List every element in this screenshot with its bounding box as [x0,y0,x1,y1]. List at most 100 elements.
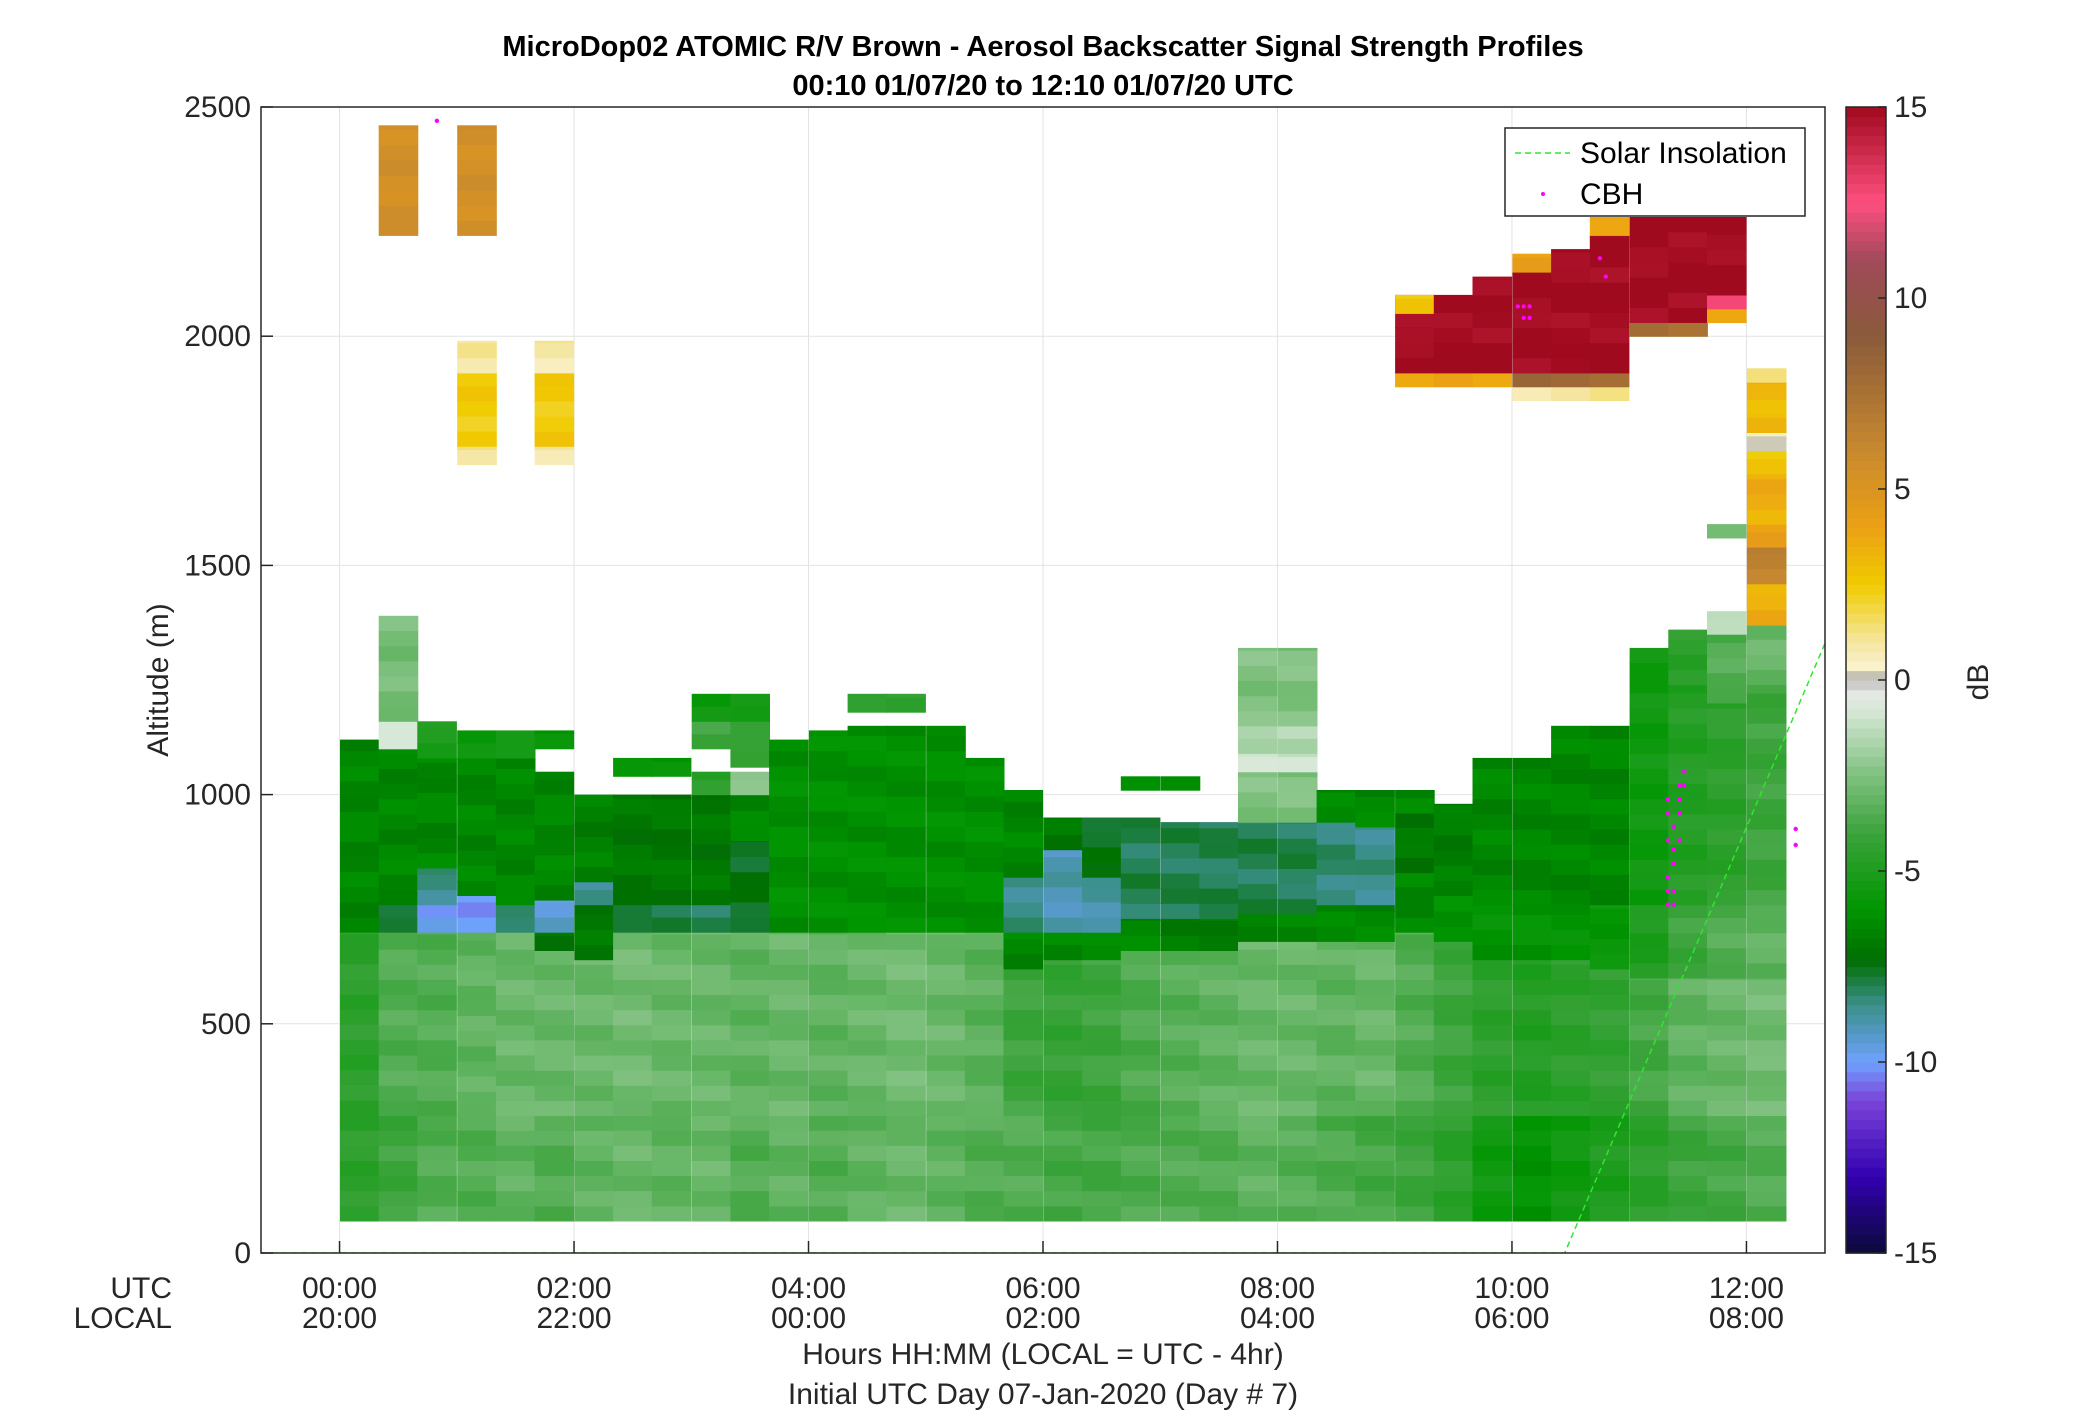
heat-cell [1160,1205,1201,1222]
heat-cell [1746,723,1787,739]
heat-cell [808,856,849,873]
colorbar-segment [1846,594,1886,605]
heat-cell [1629,978,1670,980]
heat-cell [964,871,1005,888]
colorbar-segment [1846,527,1886,538]
heat-cell [691,932,732,935]
heat-cell [1395,1130,1435,1146]
heat-cell [340,978,380,995]
heat-cell [1472,1055,1513,1071]
heat-cell [730,1085,770,1101]
heat-cell [1355,941,1395,950]
heat-cell [691,1009,732,1026]
colorbar-segment [1846,1176,1886,1187]
heat-cell [1199,1145,1239,1161]
heat-cell [1746,524,1787,533]
heat-cell [495,1039,536,1056]
colorbar-segment [1846,813,1886,824]
colorbar-segment [1846,985,1886,996]
heat-cell [1316,1130,1357,1146]
heat-cell [613,761,653,777]
heat-cell [340,780,380,797]
heat-cell [1512,312,1552,329]
heat-cell [651,1039,692,1056]
heat-cell [1512,357,1552,374]
heat-cell [1629,947,1670,964]
heat-cell [378,1085,419,1101]
heat-cell [1746,493,1787,510]
heat-cell [1551,1175,1591,1192]
heat-cell [417,852,457,869]
heat-cell [1551,798,1591,815]
heat-cell [730,1100,770,1117]
heat-cell [1003,979,1044,995]
heat-cell [574,851,614,868]
heat-cell [691,693,732,707]
heat-cell [886,1055,926,1071]
heat-cell [1551,874,1591,891]
heat-cell [1120,817,1161,829]
x-tick-label-utc: 00:00 [302,1272,377,1305]
heat-cell [1707,1070,1747,1086]
heat-cell [613,904,653,918]
heat-cell [1316,1205,1357,1222]
heat-cell [574,866,614,883]
heat-cell [495,934,536,950]
heat-cell [1082,1115,1122,1131]
heat-cell [457,1115,497,1131]
heat-cell [1082,1100,1122,1117]
heat-cell [574,1024,614,1041]
heat-cell [964,932,1005,935]
cbh-point [1665,838,1671,843]
cbh-point [1521,304,1526,309]
heat-cell [1277,1039,1318,1056]
heat-cell [691,1024,732,1041]
colorbar-segment [1846,412,1886,423]
heat-cell [1395,857,1435,874]
heat-cell [378,932,419,935]
heat-cell [964,979,1005,995]
heat-cell [1707,844,1747,860]
heat-cell [847,871,888,888]
heat-cell [1043,1055,1083,1071]
heat-cell [534,1115,575,1131]
heat-cell [534,1024,575,1041]
heat-cell [1355,844,1395,860]
heat-cell [1707,634,1747,644]
cbh-point [1665,874,1671,880]
heat-cell [1629,217,1670,233]
heat-cell [1551,1160,1591,1177]
heat-cell [1589,1115,1630,1131]
heat-cell [1043,994,1083,1011]
heat-cell [613,798,653,815]
heat-cell [1512,272,1552,283]
heat-cell [613,932,653,935]
heat-cell [1629,292,1670,308]
heat-cell [1238,665,1278,681]
heat-cell [926,1039,966,1056]
heat-cell [534,1039,575,1056]
heat-cell [574,1145,614,1161]
heat-cell [1082,817,1122,833]
heat-cell [1551,1145,1591,1161]
heat-cell [1472,276,1513,281]
heat-cell [534,794,575,810]
heat-cell [1589,1070,1630,1086]
heat-cell [847,796,888,812]
heat-cell [1629,889,1670,906]
heat-cell [1199,1130,1239,1146]
heat-cell [808,1024,849,1041]
heat-cell [1433,1190,1474,1207]
heat-cell [1551,1085,1591,1101]
heat-cell [1707,874,1747,891]
colorbar-segment [1846,603,1886,614]
heat-cell [926,1145,966,1161]
heat-cell [1629,1039,1670,1056]
heat-cell [1707,611,1747,620]
heat-cell [926,796,966,812]
heat-cell [651,1160,692,1177]
heat-cell [1082,846,1122,863]
heat-cell [1395,886,1435,903]
heat-cell [340,841,380,858]
heat-cell [495,1115,536,1131]
